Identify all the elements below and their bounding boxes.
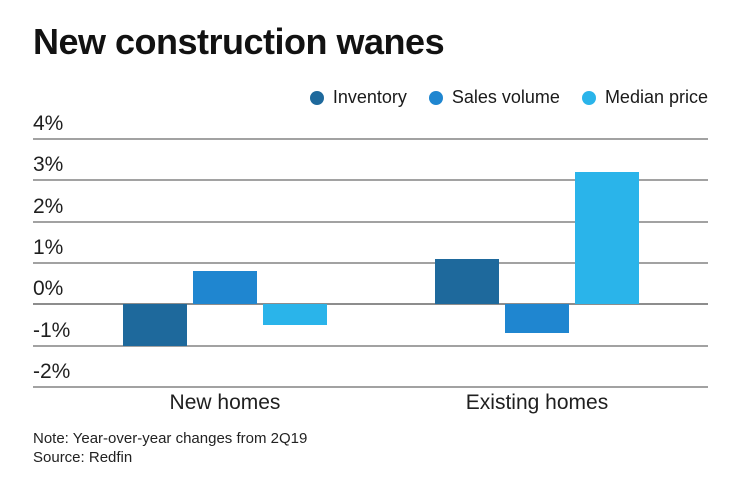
x-category-label: Existing homes	[465, 391, 609, 414]
y-tick-label: 3%	[33, 153, 64, 177]
gridline	[33, 220, 708, 223]
footnote-block: Note: Year-over-year changes from 2Q19 S…	[33, 429, 307, 467]
legend-dot-icon	[428, 90, 443, 105]
legend-item-label: Median price	[604, 87, 708, 107]
gridline	[33, 179, 708, 182]
bar-inventory	[435, 258, 499, 305]
legend-item-label: Sales volume	[451, 87, 560, 107]
legend-item: Inventory	[309, 87, 407, 108]
legend-item: Sales volume	[428, 87, 560, 108]
x-category-label: New homes	[169, 391, 281, 414]
y-tick-label: 1%	[33, 236, 64, 259]
y-tick-label: -2%	[33, 360, 71, 383]
plot-area: 4% 3% 2% 1% 0% -1% -2% New homes Existing homes	[33, 113, 708, 414]
y-tick-label: 0%	[33, 277, 64, 301]
bar-median-price	[263, 304, 327, 325]
gridline	[33, 344, 708, 347]
note-text: Note: Year-over-year changes from 2Q19	[33, 430, 308, 447]
bar-inventory	[123, 304, 187, 346]
y-tick-label: -1%	[33, 318, 71, 342]
source-text: Source: Redfin	[33, 449, 133, 466]
bar-sales-volume	[193, 271, 257, 305]
y-tick-label: 2%	[33, 194, 64, 218]
gridline	[33, 138, 708, 140]
chart-title: New construction wanes	[33, 21, 445, 62]
legend-dot-icon	[309, 90, 324, 105]
y-tick-label: 4%	[33, 112, 64, 135]
gridline	[33, 262, 708, 264]
legend-item-label: Inventory	[332, 87, 407, 107]
gridline	[33, 386, 708, 388]
zero-gridline	[33, 303, 708, 306]
bar-sales-volume	[505, 304, 569, 334]
bar-median-price	[575, 172, 639, 305]
legend-item: Median price	[581, 87, 708, 108]
chart-legend: Inventory Sales volume Median price	[309, 87, 708, 108]
legend-dot-icon	[581, 90, 596, 105]
